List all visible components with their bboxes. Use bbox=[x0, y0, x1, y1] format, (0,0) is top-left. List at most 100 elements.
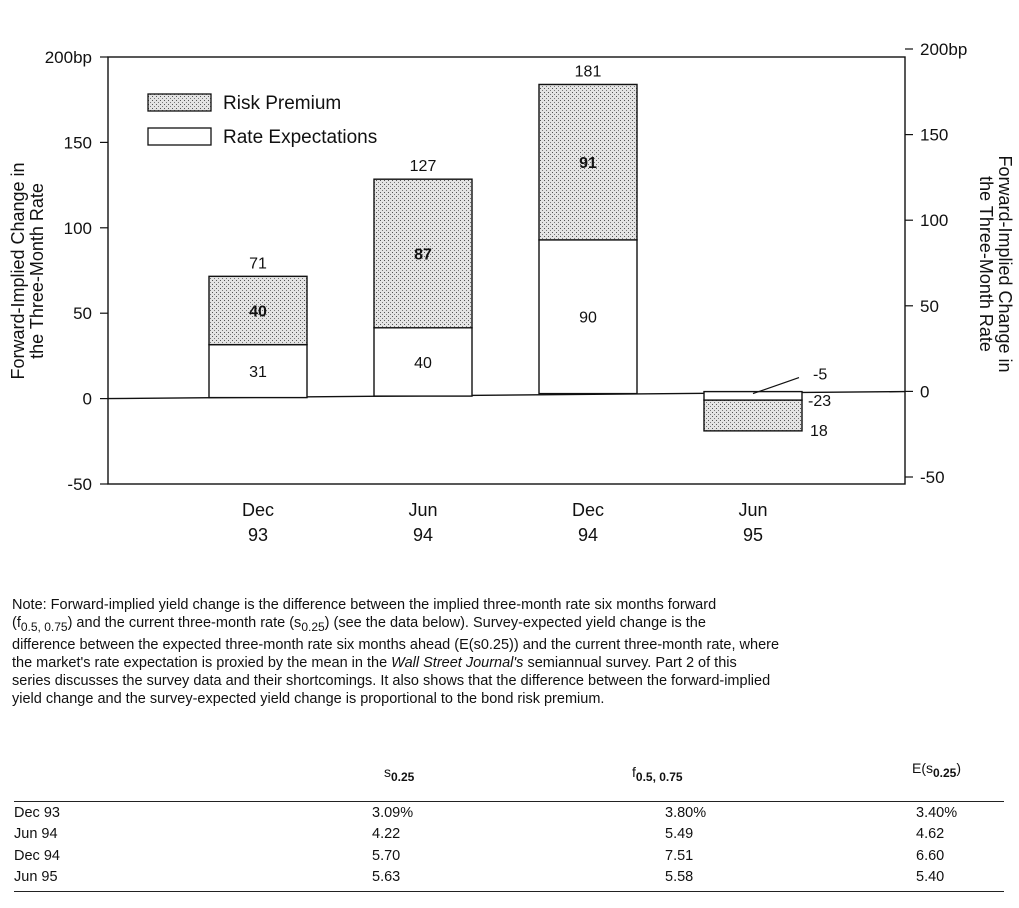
category-label-year: 93 bbox=[248, 525, 268, 545]
cell-e: 3.40% bbox=[916, 805, 958, 821]
bar-rate-expectations bbox=[208, 343, 308, 399]
table-header-s-sub: 0.25 bbox=[391, 770, 415, 784]
left-axis-title: Forward-Implied Change inthe Three-Month… bbox=[8, 162, 47, 379]
chart-note: Note: Forward-implied yield change is th… bbox=[12, 596, 1002, 708]
cell-s: 5.63 bbox=[372, 869, 401, 885]
note-line-4a: the market's rate expectation is proxied… bbox=[12, 655, 392, 671]
note-mid-2: ) (see the data below). Survey-expected … bbox=[324, 615, 706, 631]
bar-total-label: 71 bbox=[249, 255, 267, 272]
left-tick-label: 50 bbox=[73, 304, 92, 323]
right-tick-label: 200bp bbox=[920, 40, 967, 59]
bar-label-rate-expectations: 31 bbox=[249, 364, 267, 381]
category-label-month: Dec bbox=[242, 500, 274, 520]
right-tick-label: 50 bbox=[920, 297, 939, 316]
category-label-year: 94 bbox=[413, 525, 433, 545]
left-tick-label: 200bp bbox=[45, 48, 92, 67]
table-header-f-sub: 0.5, 0.75 bbox=[635, 770, 683, 784]
note-mid-1: ) and the current three-month rate (s bbox=[67, 615, 302, 631]
bar-rate-expectations bbox=[703, 390, 803, 401]
right-tick-label: -50 bbox=[920, 468, 945, 487]
table-row: Dec 93 3.09% 3.80% 3.40% bbox=[14, 805, 1004, 822]
legend-swatch-rate-expectations bbox=[147, 127, 212, 146]
cell-e: 5.40 bbox=[916, 869, 945, 885]
category-label-month: Dec bbox=[572, 500, 604, 520]
table-header-f: f0.5, 0.75 bbox=[632, 764, 683, 784]
bar-label-risk-premium: 18 bbox=[810, 423, 828, 440]
cell-f: 7.51 bbox=[665, 848, 694, 864]
cell-s: 4.22 bbox=[372, 826, 401, 842]
bar-risk-premium bbox=[538, 83, 638, 241]
note-f-open: (f bbox=[12, 615, 21, 631]
left-axis-title-line: Forward-Implied Change in bbox=[8, 162, 28, 379]
chart: 31 40 71 40 87 127 90 91 181 -23 18 -5 200bp 150 100 5… bbox=[8, 40, 1015, 545]
legend-swatch-risk-premium bbox=[147, 93, 212, 112]
note-line-1: Note: Forward-implied yield change is th… bbox=[12, 597, 717, 613]
note-line-2: (f0.5, 0.75) and the current three-month… bbox=[12, 614, 1002, 636]
right-axis-title-line: Forward-Implied Change in bbox=[995, 155, 1015, 372]
bar-total-label: 127 bbox=[410, 158, 437, 175]
table-header-e-sub: 0.25 bbox=[933, 766, 957, 780]
right-tick-label: 100 bbox=[920, 211, 948, 230]
cell-s: 3.09% bbox=[372, 805, 414, 821]
row-label: Dec 93 bbox=[14, 805, 60, 821]
right-tick-label: 0 bbox=[920, 382, 929, 401]
category-label-year: 95 bbox=[743, 525, 763, 545]
left-tick-label: 100 bbox=[64, 219, 92, 238]
table-header-s-main: s bbox=[384, 764, 391, 780]
table-row: Dec 94 5.70 7.51 6.60 bbox=[14, 848, 1004, 865]
table-header-s: s0.25 bbox=[384, 764, 414, 784]
left-tick-label: 0 bbox=[83, 390, 92, 409]
row-label: Jun 95 bbox=[14, 869, 58, 885]
cell-f: 3.80% bbox=[665, 805, 707, 821]
table-header-e-close: ) bbox=[956, 760, 962, 776]
category-label-month: Jun bbox=[738, 500, 767, 520]
bar-label-risk-premium: 87 bbox=[414, 246, 432, 263]
table-row: Jun 95 5.63 5.58 5.40 bbox=[14, 869, 1004, 886]
cell-e: 6.60 bbox=[916, 848, 945, 864]
table-top-rule bbox=[14, 801, 1004, 802]
note-line-4: the market's rate expectation is proxied… bbox=[12, 654, 1002, 672]
left-tick-label: -50 bbox=[67, 475, 92, 494]
bar-total-label: -5 bbox=[813, 367, 827, 384]
note-s-subscript: 0.25 bbox=[301, 620, 325, 634]
table-row: Jun 94 4.22 5.49 4.62 bbox=[14, 826, 1004, 843]
bar-label-rate-expectations: -23 bbox=[808, 393, 831, 410]
left-tick-label: 150 bbox=[64, 133, 92, 152]
right-tick-label: 150 bbox=[920, 126, 948, 145]
legend-label-rate-expectations: Rate Expectations bbox=[223, 127, 377, 148]
bar-label-rate-expectations: 90 bbox=[579, 310, 597, 327]
bar-label-risk-premium: 91 bbox=[579, 155, 597, 172]
right-axis-title: Forward-Implied Change inthe Three-Month… bbox=[976, 155, 1015, 372]
bar-label-risk-premium: 40 bbox=[249, 303, 267, 320]
bar-label-rate-expectations: 40 bbox=[414, 355, 432, 372]
note-line-3: difference between the expected three-mo… bbox=[12, 637, 780, 653]
row-label: Jun 94 bbox=[14, 826, 58, 842]
left-axis-title-line: the Three-Month Rate bbox=[27, 183, 47, 359]
table-header-e: E(s0.25) bbox=[912, 760, 961, 780]
cell-f: 5.58 bbox=[665, 869, 694, 885]
category-label-month: Jun bbox=[408, 500, 437, 520]
table-bottom-rule bbox=[14, 891, 1004, 892]
total-leader-line bbox=[752, 377, 800, 395]
row-label: Dec 94 bbox=[14, 848, 60, 864]
cell-f: 5.49 bbox=[665, 826, 694, 842]
note-f-subscript: 0.5, 0.75 bbox=[20, 620, 68, 634]
bar-rate-expectations bbox=[538, 239, 638, 395]
table-header-f-main: f bbox=[632, 764, 636, 780]
right-axis-title-line: the Three-Month Rate bbox=[976, 176, 996, 352]
note-line-4b: semiannual survey. Part 2 of this bbox=[523, 655, 737, 671]
table-header-e-main: E(s bbox=[912, 760, 933, 776]
bar-risk-premium bbox=[373, 178, 473, 329]
category-label-year: 94 bbox=[578, 525, 598, 545]
bar-risk-premium bbox=[208, 275, 308, 346]
bar-total-label: 181 bbox=[575, 63, 602, 80]
plot-frame bbox=[107, 56, 906, 485]
note-line-6: yield change and the survey-expected yie… bbox=[12, 691, 605, 707]
legend-label-risk-premium: Risk Premium bbox=[223, 93, 341, 114]
note-line-5: series discusses the survey data and the… bbox=[12, 673, 771, 689]
cell-e: 4.62 bbox=[916, 826, 945, 842]
cell-s: 5.70 bbox=[372, 848, 401, 864]
note-journal: Wall Street Journal's bbox=[391, 655, 524, 671]
bar-rate-expectations bbox=[373, 327, 473, 397]
bar-risk-premium bbox=[703, 399, 803, 432]
